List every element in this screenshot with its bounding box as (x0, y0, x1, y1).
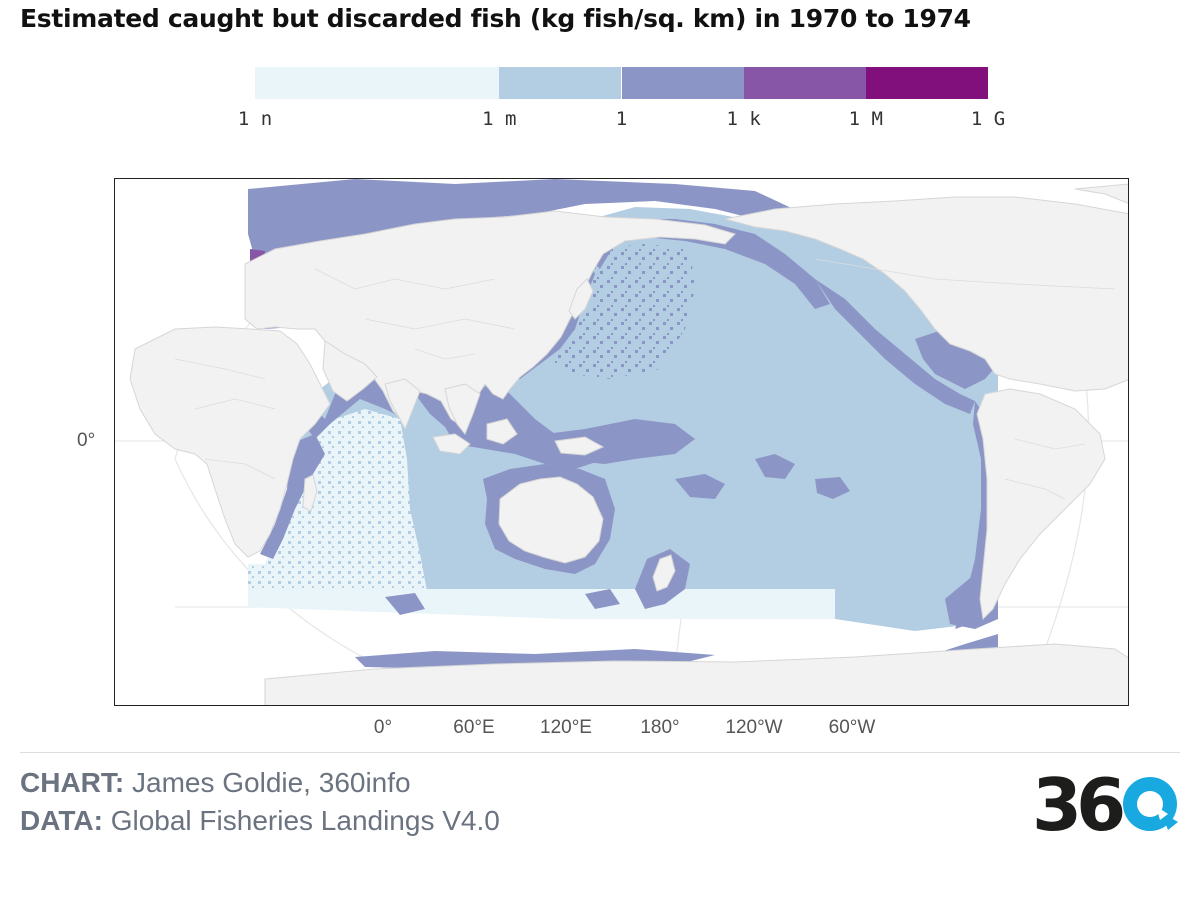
legend-swatch-2 (621, 67, 744, 99)
logo-zero-hole (1137, 791, 1163, 817)
legend-tick-label-4: 1 M (848, 108, 883, 130)
legend-tick-label-2: 1 (615, 108, 628, 130)
ocean-main-layer (248, 207, 998, 631)
x-label-120e: 120°E (540, 717, 592, 738)
logo-arrow-icon (1161, 812, 1178, 830)
land-new-guinea (554, 436, 605, 456)
land-australia (498, 476, 604, 564)
land-indochina (444, 383, 481, 435)
x-label-0: 0° (373, 717, 393, 738)
land-india (384, 378, 421, 431)
land-indonesia-w (432, 433, 471, 455)
x-label-180: 180° (640, 717, 680, 738)
chart-credit-label: CHART: (20, 767, 125, 798)
legend-tick-label-1: 1 m (482, 108, 517, 130)
map-panel (114, 178, 1129, 706)
legend-tick-label-5: 1 G (970, 108, 1006, 130)
country-borders (174, 258, 1116, 500)
land-new-zealand (652, 554, 676, 592)
land-greenland (1074, 183, 1128, 204)
data-credit-label: DATA: (20, 805, 103, 836)
x-label-60w: 60°W (828, 717, 876, 738)
x-label-60e: 60°E (453, 717, 495, 738)
land-masses (129, 183, 1128, 705)
chart-credit: CHART: James Goldie, 360info (20, 767, 411, 799)
360info-logo: 36 (1032, 770, 1178, 836)
ocean-lowest-band (248, 409, 430, 607)
chart-credit-value: James Goldie, 360info (132, 767, 411, 798)
legend-swatch-0 (255, 67, 500, 99)
footer-divider (20, 752, 1180, 753)
legend-swatch-4 (865, 67, 988, 99)
legend-tick-label-3: 1 k (726, 108, 761, 130)
land-arabia (322, 340, 378, 402)
land-africa (129, 326, 331, 558)
data-credit: DATA: Global Fisheries Landings V4.0 (20, 805, 500, 837)
land-indonesia-c (486, 418, 518, 445)
land-north-america (724, 196, 1128, 392)
y-label-equator: 0° (77, 430, 96, 451)
legend-swatch-3 (743, 67, 866, 99)
map-svg (115, 179, 1128, 705)
land-japan (568, 278, 594, 320)
data-credit-value: Global Fisheries Landings V4.0 (110, 805, 500, 836)
legend-swatch-1 (499, 67, 622, 99)
land-antarctica (264, 643, 1128, 705)
legend-tick-label-0: 1 n (237, 108, 273, 130)
legend-color-bar (255, 67, 988, 99)
x-label-120w: 120°W (725, 717, 783, 738)
land-south-america (976, 388, 1106, 621)
chart-title: Estimated caught but discarded fish (kg … (20, 4, 971, 33)
logo-digits-36: 36 (1032, 770, 1123, 836)
land-madagascar (302, 474, 318, 512)
